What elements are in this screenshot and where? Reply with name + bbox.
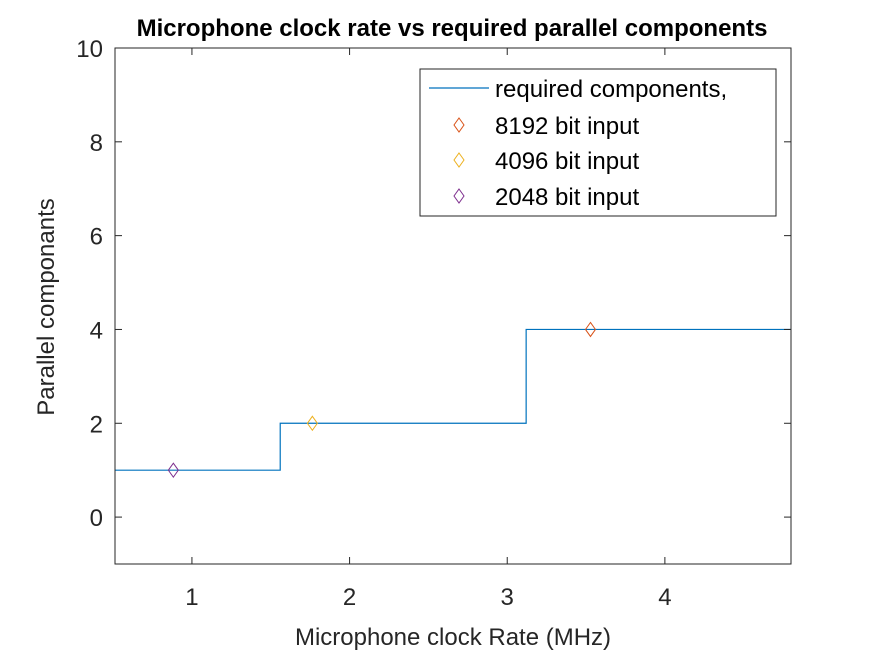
x-tick-label-2: 3 <box>501 584 514 611</box>
y-tick-label-5: 10 <box>76 36 103 63</box>
x-tick-label-3: 4 <box>658 584 671 611</box>
x-tick-label-1: 2 <box>343 584 356 611</box>
legend-swatch-2 <box>453 152 465 168</box>
legend: required components, 8192 bit input 4096 b… <box>419 68 777 217</box>
y-tick-label-4: 8 <box>90 130 103 157</box>
axes-box <box>114 47 792 565</box>
legend-swatch-1 <box>453 117 465 133</box>
y-tick-label-3: 6 <box>90 224 103 251</box>
x-axis-label: Microphone clock Rate (MHz) <box>295 624 611 651</box>
legend-label-2: 4096 bit input <box>495 148 639 175</box>
series-layer <box>115 321 791 479</box>
data-point-1-0 <box>584 321 597 338</box>
data-point-2-0 <box>306 415 318 432</box>
x-tick-label-0: 1 <box>185 584 198 611</box>
legend-label-1: 8192 bit input <box>495 113 639 140</box>
series-line-0 <box>115 328 791 471</box>
y-tick-label-1: 2 <box>90 411 103 438</box>
y-tick-label-2: 4 <box>90 317 103 344</box>
axes-layer: 1 2 3 4 0 2 4 6 8 10 <box>76 36 792 611</box>
legend-label-0: required components, <box>495 76 727 103</box>
chart-title: Microphone clock rate vs required parall… <box>137 15 768 42</box>
legend-label-3: 2048 bit input <box>495 184 639 211</box>
data-point-3-0 <box>167 462 179 479</box>
y-axis-label: Parallel componants <box>33 198 60 415</box>
legend-box <box>419 68 777 217</box>
legend-swatch-3 <box>453 188 465 204</box>
y-tick-label-0: 0 <box>90 505 103 532</box>
